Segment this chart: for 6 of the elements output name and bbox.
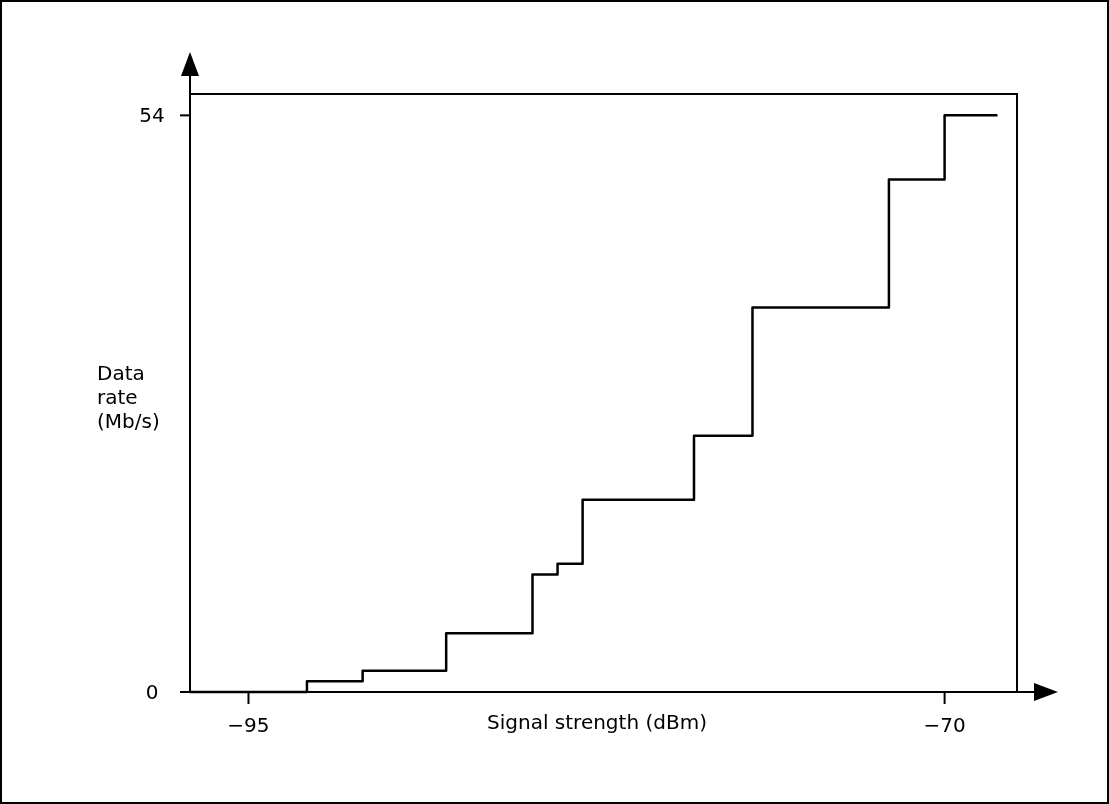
x-tick-label: −95 <box>227 713 270 737</box>
y-tick-label: 0 <box>145 680 159 704</box>
x-axis-title: Signal strength (dBm) <box>487 710 707 734</box>
x-tick-label: −70 <box>923 713 966 737</box>
y-axis-title: Data rate (Mb/s) <box>97 361 160 433</box>
y-tick-label: 54 <box>139 103 165 128</box>
